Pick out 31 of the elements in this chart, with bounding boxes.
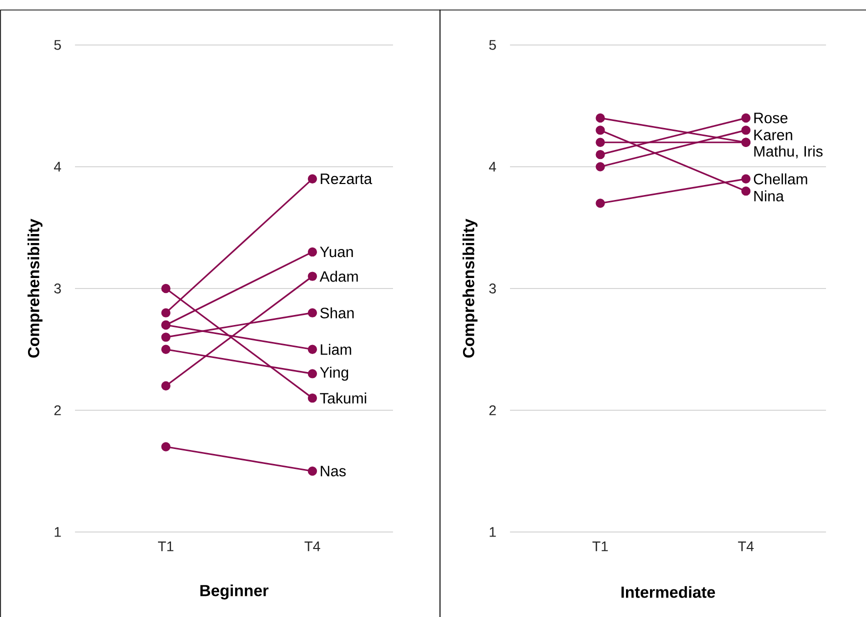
series-label: Rose [754, 112, 788, 124]
x-tick-label: T4 [304, 542, 320, 552]
series-label: Shan [320, 307, 354, 318]
series-label: Adam [320, 270, 358, 282]
series-label: Liam [320, 344, 352, 355]
series-label: Karen [754, 130, 792, 140]
y-tick-label: 1 [490, 527, 496, 537]
annotation: Mathu, Iris [754, 146, 823, 158]
y-axis-title: Comprehensibility [28, 218, 42, 358]
series-label: Nas [320, 466, 346, 476]
x-axis-title: Beginner [200, 584, 268, 600]
y-tick-label: 3 [54, 284, 61, 294]
x-axis-title: Intermediate [622, 586, 716, 598]
y-tick-label: 2 [54, 405, 61, 416]
series-label: Takumi [320, 392, 366, 404]
y-axis-title: Comprehensibility [462, 218, 478, 358]
y-tick-label: 5 [489, 40, 496, 50]
y-tick-label: 4 [54, 162, 62, 172]
y-tick-label: 4 [489, 162, 496, 172]
y-tick-label: 2 [489, 405, 496, 416]
x-tick-label: T1 [158, 542, 174, 552]
series-label: Rezarta [320, 174, 372, 184]
y-tick-label: 3 [489, 284, 496, 294]
series-label: Ying [320, 366, 348, 381]
y-tick-label: 5 [54, 40, 61, 50]
series-label: Chellam [754, 173, 808, 184]
x-tick-label: T1 [592, 542, 608, 552]
x-tick-label: T4 [738, 542, 754, 552]
series-label: Nina [754, 190, 784, 202]
series-label: Yuan [320, 246, 353, 258]
y-tick-label: 1 [54, 527, 61, 537]
